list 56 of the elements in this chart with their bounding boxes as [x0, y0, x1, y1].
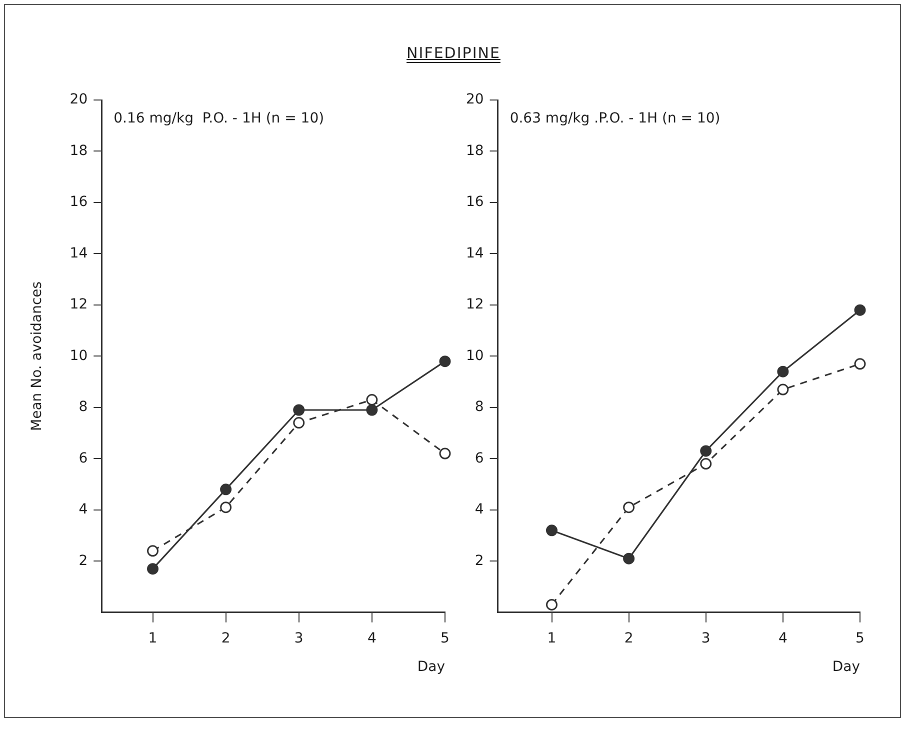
y-tick-label: 8 [78, 399, 88, 416]
x-tick-label: 2 [624, 630, 634, 646]
x-tick-label: 3 [701, 630, 710, 646]
y-tick-label: 6 [78, 450, 88, 466]
y-tick-label: 12 [466, 296, 484, 313]
y-tick-label: 4 [474, 502, 484, 518]
y-tick-label: 14 [466, 245, 484, 262]
point [439, 448, 451, 460]
y-tick-label: 2 [474, 552, 484, 569]
point [366, 394, 378, 406]
point [777, 366, 789, 378]
point [546, 598, 558, 610]
y-tick-label: 2 [78, 552, 88, 569]
point [293, 404, 305, 416]
point [854, 304, 866, 316]
point [546, 524, 558, 536]
point [220, 502, 232, 514]
y-axis-title: Mean No. avoidances [29, 281, 46, 431]
x-tick-label: 3 [294, 630, 304, 646]
y-tick-label: 20 [466, 92, 484, 108]
x-tick-label: 2 [221, 630, 230, 646]
y-tick-label: 6 [474, 450, 484, 466]
point [293, 417, 305, 429]
chart-title: NIFEDIPINE [406, 44, 502, 62]
x-tick-label: 4 [778, 630, 788, 646]
y-tick-label: 16 [70, 194, 88, 210]
annotation: 0.63 mg/kg .P.O. - 1H (n = 10) [510, 110, 720, 127]
y-tick-label: 12 [70, 296, 88, 313]
y-tick-label: 18 [466, 142, 484, 159]
point [147, 545, 159, 557]
point [220, 484, 232, 496]
point [439, 356, 451, 368]
y-tick-label: 20 [70, 92, 88, 108]
y-tick-label: 8 [474, 399, 484, 416]
x-axis-title: Day [417, 659, 445, 676]
x-tick-label: 5 [440, 630, 450, 646]
x-tick-label: 1 [148, 630, 158, 646]
annotation: 0.16 mg/kg P.O. - 1H (n = 10) [114, 110, 324, 127]
y-tick-label: 18 [70, 142, 88, 159]
y-tick-label: 14 [70, 245, 88, 262]
y-tick-label: 10 [466, 348, 484, 364]
y-tick-label: 4 [78, 502, 88, 518]
x-tick-label: 5 [856, 630, 864, 646]
point [777, 384, 789, 396]
y-tick-label: 10 [70, 348, 88, 364]
x-tick-label: 4 [367, 630, 376, 646]
point [700, 458, 712, 470]
y-tick-label: 16 [466, 194, 484, 210]
point [623, 502, 635, 514]
point [854, 358, 866, 370]
point [623, 552, 635, 564]
x-tick-label: 1 [547, 630, 556, 646]
point [147, 563, 159, 575]
point [366, 404, 378, 416]
point [700, 445, 712, 457]
x-axis-title: Day [832, 659, 860, 676]
